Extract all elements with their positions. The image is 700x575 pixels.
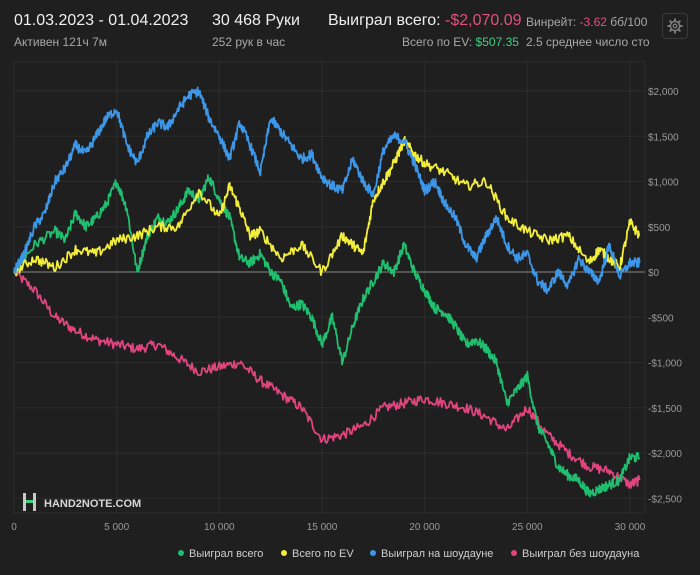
winrate: Винрейт: -3.62 бб/100 [526,15,647,29]
total-won-label: Выиграл всего: [328,12,441,29]
legend-item-nonshowdown[interactable]: Выиграл без шоудауна [511,548,639,560]
y-tick-label: $2,000 [648,87,679,98]
y-tick-label: -$2,000 [648,449,682,460]
y-tick-label: $500 [648,223,671,234]
winrate-label: Винрейт: [526,15,577,29]
legend-dot-ev [281,550,287,557]
legend-dot-won [178,550,184,557]
chart: HAND2NOTE.COM $2,000 $1,500 $1,000 $500 $0 -$… [11,61,682,533]
x-tick-label: 5 000 [104,522,129,533]
date-range: 01.03.2023 - 01.04.2023 [14,12,189,29]
total-won-value: -$2,070.09 [445,12,522,29]
y-tick-label: $1,000 [648,178,679,189]
series-line-1 [13,135,640,277]
total-won: Выиграл всего: -$2,070.09 [328,12,522,30]
logo-mark-icon [23,493,36,511]
legend-label-ev: Всего по EV [292,548,354,560]
plot-frame [13,61,646,514]
legend-dot-nonshowdown [511,550,517,557]
winrate-unit: бб/100 [610,15,648,29]
series-line-0 [13,174,641,498]
winrate-value: -3.62 [579,15,607,29]
legend: Выиграл всего Всего по EV Выиграл на шоу… [0,545,700,565]
logo-text: HAND2NOTE.COM [44,498,141,510]
y-axis: $2,000 $1,500 $1,000 $500 $0 -$500 -$1,000 -$1,… [648,87,682,505]
legend-item-ev[interactable]: Всего по EV [281,548,354,560]
ev-value: $507.35 [475,35,519,49]
y-tick-label: $1,500 [648,132,679,143]
x-tick-label: 0 [11,522,17,533]
legend-label-nonshowdown: Выиграл без шоудауна [522,548,640,560]
hands-count: 30 468 Руки [212,12,300,29]
gear-icon [667,18,683,34]
x-tick-label: 25 000 [512,522,543,533]
avg-players: 2.5 среднее число сто [526,35,650,49]
legend-label-showdown: Выиграл на шоудауне [381,548,494,560]
y-tick-label: -$1,000 [648,359,682,370]
active-time: Активен 121ч 7м [14,35,107,49]
series-line-2 [13,86,641,295]
y-tick-label: -$1,500 [648,404,682,415]
legend-label-won: Выиграл всего [189,548,264,560]
hand2note-logo: HAND2NOTE.COM [23,493,141,511]
settings-button[interactable] [662,13,688,39]
x-tick-label: 20 000 [409,522,440,533]
x-tick-label: 10 000 [204,522,235,533]
y-tick-label: -$500 [648,313,674,324]
hands-per-hour: 252 рук в час [212,35,286,49]
x-axis: 0 5 000 10 000 15 000 20 000 25 000 30 000 [11,522,646,533]
series-line-3 [13,270,641,489]
y-tick-label: -$2,500 [648,494,682,505]
x-tick-label: 15 000 [307,522,338,533]
x-tick-label: 30 000 [615,522,646,533]
ev-total: Всего по EV: $507.35 [402,35,519,49]
series [13,86,641,498]
legend-dot-showdown [370,550,376,557]
ev-label: Всего по EV: [402,35,473,49]
y-tick-label: $0 [648,268,660,279]
legend-item-won[interactable]: Выиграл всего [178,548,263,560]
legend-item-showdown[interactable]: Выиграл на шоудауне [370,548,493,560]
